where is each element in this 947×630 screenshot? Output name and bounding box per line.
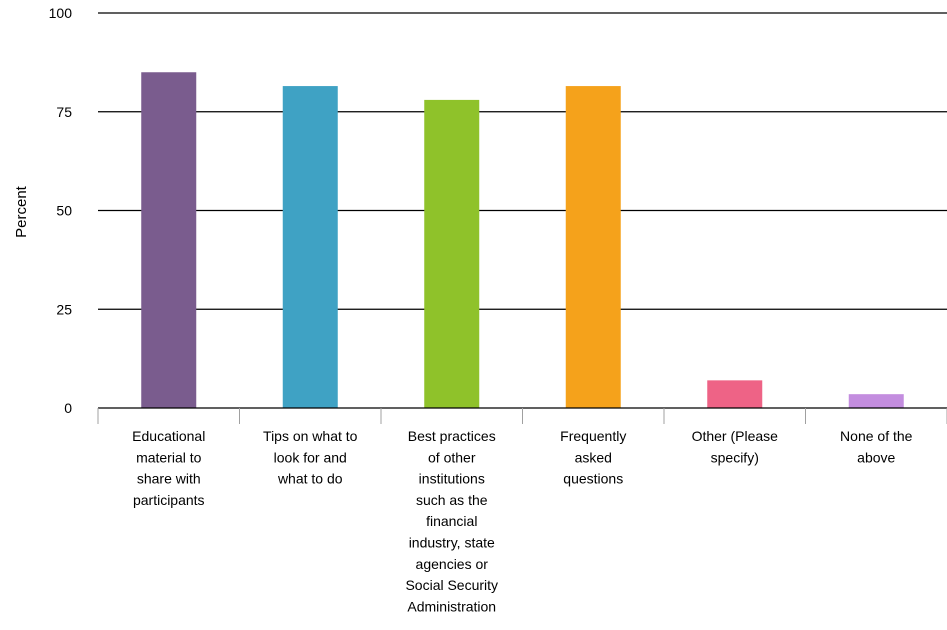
category-label: Best practices of other institutions such a… bbox=[405, 428, 498, 614]
category-label: None of the above bbox=[840, 428, 913, 465]
category-label-line: Educational bbox=[132, 428, 205, 444]
y-tick-labels: 0 25 50 75 100 bbox=[49, 5, 73, 416]
y-tick-label: 25 bbox=[56, 301, 72, 317]
category-label-line: None of the bbox=[840, 428, 913, 444]
category-label-line: Best practices bbox=[408, 428, 496, 444]
y-tick-label: 0 bbox=[64, 400, 72, 416]
category-label-line: look for and bbox=[274, 449, 347, 465]
bar bbox=[141, 72, 197, 408]
category-label: Other (Please specify) bbox=[692, 428, 779, 465]
gridlines bbox=[98, 12, 947, 310]
category-label-line: institutions bbox=[419, 471, 485, 487]
y-axis-title: Percent bbox=[13, 185, 30, 238]
category-label-line: above bbox=[857, 449, 895, 465]
category-label-line: financial bbox=[426, 513, 477, 529]
y-tick-label: 75 bbox=[56, 104, 72, 120]
category-label-line: Administration bbox=[407, 598, 496, 614]
y-tick-label: 100 bbox=[49, 5, 73, 21]
category-label-line: Tips on what to bbox=[263, 428, 358, 444]
category-label-line: Social Security bbox=[405, 577, 498, 593]
category-label-line: what to do bbox=[277, 471, 343, 487]
category-label-line: of other bbox=[428, 449, 476, 465]
bar bbox=[707, 380, 763, 408]
bar bbox=[424, 99, 480, 409]
category-label-line: Other (Please bbox=[692, 428, 779, 444]
category-label: Educational material to share with particip… bbox=[132, 428, 205, 508]
bar bbox=[282, 86, 338, 408]
category-label-line: specify) bbox=[711, 449, 759, 465]
category-label: Frequently asked questions bbox=[560, 428, 626, 487]
bar bbox=[848, 394, 904, 408]
category-label-line: share with bbox=[137, 471, 201, 487]
category-labels: Educational material to share with particip… bbox=[132, 428, 912, 614]
category-label-line: Frequently bbox=[560, 428, 626, 444]
category-label-line: questions bbox=[563, 471, 623, 487]
category-label-line: such as the bbox=[416, 492, 488, 508]
bar bbox=[565, 86, 621, 408]
category-label: Tips on what to look for and what to do bbox=[263, 428, 358, 487]
category-label-line: industry, state bbox=[409, 535, 495, 551]
category-label-line: agencies or bbox=[416, 556, 489, 572]
y-tick-label: 50 bbox=[56, 203, 72, 219]
bars bbox=[141, 72, 904, 409]
x-axis bbox=[97, 407, 947, 424]
category-label-line: material to bbox=[136, 449, 202, 465]
category-label-line: participants bbox=[133, 492, 205, 508]
category-label-line: asked bbox=[575, 449, 612, 465]
